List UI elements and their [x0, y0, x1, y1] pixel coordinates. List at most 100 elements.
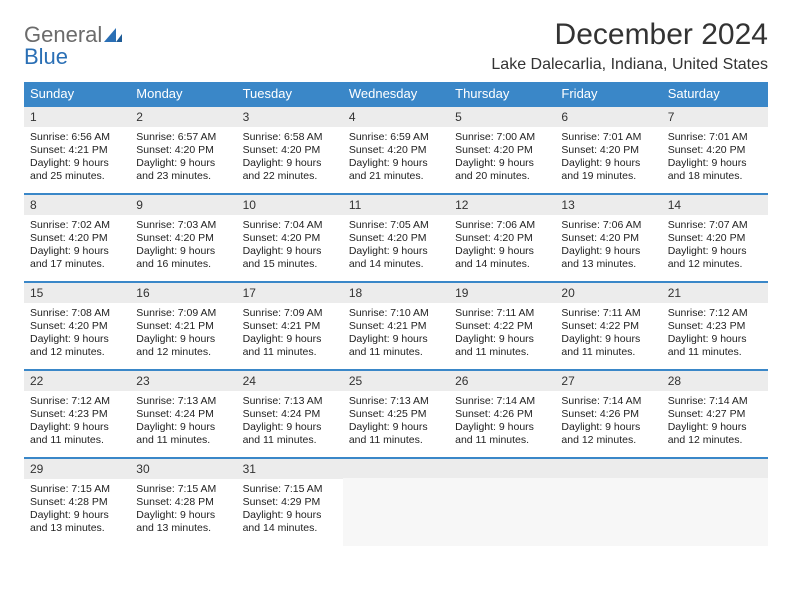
daylight-line1: Daylight: 9 hours: [455, 157, 549, 170]
calendar-cell: 4Sunrise: 6:59 AMSunset: 4:20 PMDaylight…: [343, 106, 449, 194]
daylight-line1: Daylight: 9 hours: [561, 157, 655, 170]
day-number: 8: [24, 195, 130, 215]
title-block: December 2024 Lake Dalecarlia, Indiana, …: [491, 18, 768, 74]
daylight-line1: Daylight: 9 hours: [30, 509, 124, 522]
daylight-line1: Daylight: 9 hours: [243, 333, 337, 346]
day-details: Sunrise: 7:09 AMSunset: 4:21 PMDaylight:…: [130, 303, 236, 362]
calendar-week: 8Sunrise: 7:02 AMSunset: 4:20 PMDaylight…: [24, 194, 768, 282]
page-header: General Blue December 2024 Lake Dalecarl…: [24, 18, 768, 74]
day-number: 30: [130, 459, 236, 479]
sunrise-text: Sunrise: 7:04 AM: [243, 219, 337, 232]
sunset-text: Sunset: 4:21 PM: [30, 144, 124, 157]
calendar-cell: 30Sunrise: 7:15 AMSunset: 4:28 PMDayligh…: [130, 458, 236, 546]
sunrise-text: Sunrise: 7:05 AM: [349, 219, 443, 232]
sunset-text: Sunset: 4:26 PM: [561, 408, 655, 421]
daylight-line2: and 11 minutes.: [349, 346, 443, 359]
day-details: Sunrise: 7:15 AMSunset: 4:29 PMDaylight:…: [237, 479, 343, 538]
calendar-cell: 23Sunrise: 7:13 AMSunset: 4:24 PMDayligh…: [130, 370, 236, 458]
daylight-line1: Daylight: 9 hours: [136, 157, 230, 170]
daylight-line2: and 16 minutes.: [136, 258, 230, 271]
day-details: Sunrise: 7:11 AMSunset: 4:22 PMDaylight:…: [555, 303, 661, 362]
sunset-text: Sunset: 4:20 PM: [30, 320, 124, 333]
daylight-line1: Daylight: 9 hours: [243, 509, 337, 522]
logo-mark-icon: [104, 22, 122, 47]
calendar-cell: [662, 458, 768, 546]
day-number: 22: [24, 371, 130, 391]
daylight-line2: and 12 minutes.: [136, 346, 230, 359]
sunrise-text: Sunrise: 7:13 AM: [243, 395, 337, 408]
sunrise-text: Sunrise: 7:13 AM: [349, 395, 443, 408]
calendar-cell: 18Sunrise: 7:10 AMSunset: 4:21 PMDayligh…: [343, 282, 449, 370]
calendar-page: General Blue December 2024 Lake Dalecarl…: [0, 0, 792, 546]
day-number: [555, 459, 661, 478]
daylight-line1: Daylight: 9 hours: [30, 421, 124, 434]
day-number: [449, 459, 555, 478]
sunset-text: Sunset: 4:20 PM: [668, 232, 762, 245]
calendar-cell: 26Sunrise: 7:14 AMSunset: 4:26 PMDayligh…: [449, 370, 555, 458]
day-number: 24: [237, 371, 343, 391]
sunset-text: Sunset: 4:20 PM: [349, 144, 443, 157]
calendar-cell: 11Sunrise: 7:05 AMSunset: 4:20 PMDayligh…: [343, 194, 449, 282]
sunset-text: Sunset: 4:20 PM: [561, 144, 655, 157]
sunrise-text: Sunrise: 6:56 AM: [30, 131, 124, 144]
calendar-cell: 31Sunrise: 7:15 AMSunset: 4:29 PMDayligh…: [237, 458, 343, 546]
day-number: 28: [662, 371, 768, 391]
calendar-cell: 25Sunrise: 7:13 AMSunset: 4:25 PMDayligh…: [343, 370, 449, 458]
day-number: 3: [237, 107, 343, 127]
day-details: Sunrise: 7:14 AMSunset: 4:26 PMDaylight:…: [555, 391, 661, 450]
sunset-text: Sunset: 4:28 PM: [136, 496, 230, 509]
day-details: Sunrise: 7:10 AMSunset: 4:21 PMDaylight:…: [343, 303, 449, 362]
day-details: Sunrise: 7:06 AMSunset: 4:20 PMDaylight:…: [555, 215, 661, 274]
month-title: December 2024: [491, 18, 768, 52]
daylight-line2: and 12 minutes.: [561, 434, 655, 447]
sunset-text: Sunset: 4:28 PM: [30, 496, 124, 509]
day-details: Sunrise: 7:01 AMSunset: 4:20 PMDaylight:…: [555, 127, 661, 186]
daylight-line1: Daylight: 9 hours: [243, 245, 337, 258]
day-details: Sunrise: 7:05 AMSunset: 4:20 PMDaylight:…: [343, 215, 449, 274]
sunset-text: Sunset: 4:22 PM: [561, 320, 655, 333]
daylight-line2: and 11 minutes.: [243, 434, 337, 447]
daylight-line2: and 18 minutes.: [668, 170, 762, 183]
sunset-text: Sunset: 4:20 PM: [455, 232, 549, 245]
sunset-text: Sunset: 4:20 PM: [243, 144, 337, 157]
daylight-line1: Daylight: 9 hours: [136, 245, 230, 258]
day-number: 29: [24, 459, 130, 479]
day-details: Sunrise: 6:57 AMSunset: 4:20 PMDaylight:…: [130, 127, 236, 186]
day-details: Sunrise: 7:06 AMSunset: 4:20 PMDaylight:…: [449, 215, 555, 274]
calendar-cell: 1Sunrise: 6:56 AMSunset: 4:21 PMDaylight…: [24, 106, 130, 194]
day-number: 7: [662, 107, 768, 127]
sunrise-text: Sunrise: 7:13 AM: [136, 395, 230, 408]
day-details: Sunrise: 7:12 AMSunset: 4:23 PMDaylight:…: [662, 303, 768, 362]
day-number: 6: [555, 107, 661, 127]
sunset-text: Sunset: 4:24 PM: [136, 408, 230, 421]
logo-text-blue: Blue: [24, 44, 68, 69]
daylight-line1: Daylight: 9 hours: [30, 333, 124, 346]
day-number: 23: [130, 371, 236, 391]
calendar-week: 22Sunrise: 7:12 AMSunset: 4:23 PMDayligh…: [24, 370, 768, 458]
sunset-text: Sunset: 4:21 PM: [349, 320, 443, 333]
daylight-line2: and 11 minutes.: [243, 346, 337, 359]
daylight-line1: Daylight: 9 hours: [668, 245, 762, 258]
day-number: 16: [130, 283, 236, 303]
day-details: Sunrise: 7:13 AMSunset: 4:25 PMDaylight:…: [343, 391, 449, 450]
calendar-cell: 10Sunrise: 7:04 AMSunset: 4:20 PMDayligh…: [237, 194, 343, 282]
day-details: Sunrise: 6:56 AMSunset: 4:21 PMDaylight:…: [24, 127, 130, 186]
calendar-table: SundayMondayTuesdayWednesdayThursdayFrid…: [24, 82, 768, 546]
day-number: 12: [449, 195, 555, 215]
calendar-cell: 2Sunrise: 6:57 AMSunset: 4:20 PMDaylight…: [130, 106, 236, 194]
day-header: Monday: [130, 82, 236, 106]
calendar-week: 29Sunrise: 7:15 AMSunset: 4:28 PMDayligh…: [24, 458, 768, 546]
daylight-line1: Daylight: 9 hours: [136, 509, 230, 522]
daylight-line2: and 25 minutes.: [30, 170, 124, 183]
sunset-text: Sunset: 4:21 PM: [243, 320, 337, 333]
sunrise-text: Sunrise: 7:12 AM: [668, 307, 762, 320]
day-number: 25: [343, 371, 449, 391]
calendar-cell: 6Sunrise: 7:01 AMSunset: 4:20 PMDaylight…: [555, 106, 661, 194]
sunrise-text: Sunrise: 7:00 AM: [455, 131, 549, 144]
calendar-cell: 28Sunrise: 7:14 AMSunset: 4:27 PMDayligh…: [662, 370, 768, 458]
daylight-line1: Daylight: 9 hours: [455, 333, 549, 346]
day-number: 2: [130, 107, 236, 127]
sunset-text: Sunset: 4:24 PM: [243, 408, 337, 421]
daylight-line1: Daylight: 9 hours: [243, 421, 337, 434]
daylight-line1: Daylight: 9 hours: [30, 245, 124, 258]
